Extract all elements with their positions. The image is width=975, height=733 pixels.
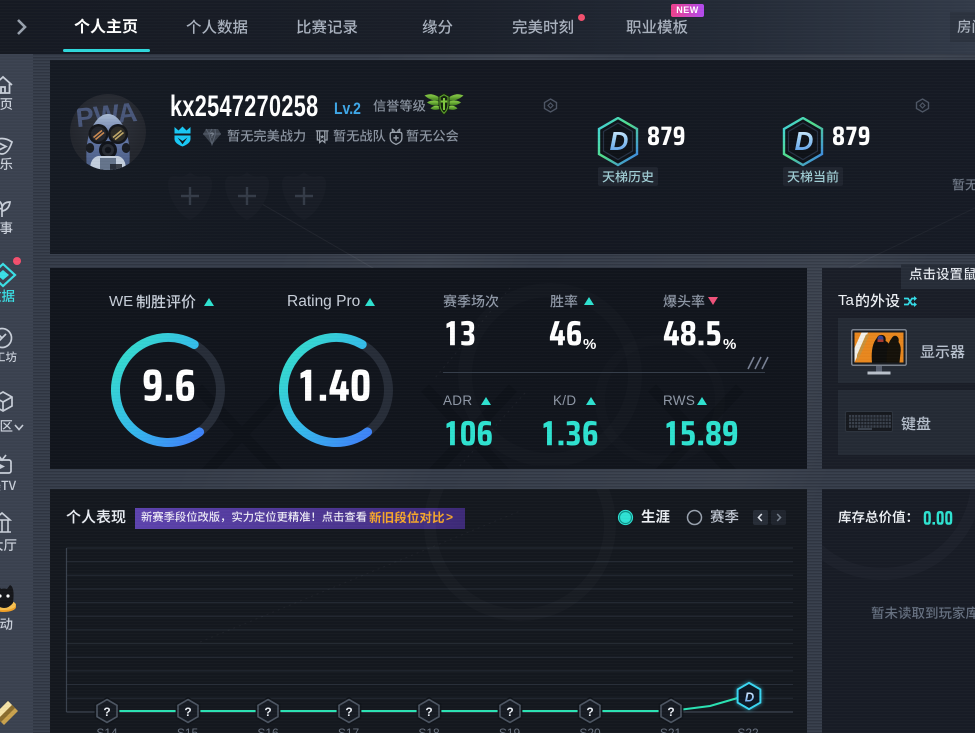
svg-text:?: ? [264, 705, 271, 719]
svg-text:?: ? [425, 705, 432, 719]
svg-text:?: ? [586, 705, 593, 719]
svg-text:?: ? [210, 133, 214, 140]
svg-text:D: D [610, 126, 629, 156]
svg-text:?: ? [184, 705, 191, 719]
svg-text:D: D [795, 126, 814, 156]
svg-text:?: ? [667, 705, 674, 719]
svg-text:?: ? [506, 705, 513, 719]
svg-text:?: ? [103, 705, 110, 719]
svg-text:?: ? [345, 705, 352, 719]
svg-text:D: D [745, 690, 755, 705]
